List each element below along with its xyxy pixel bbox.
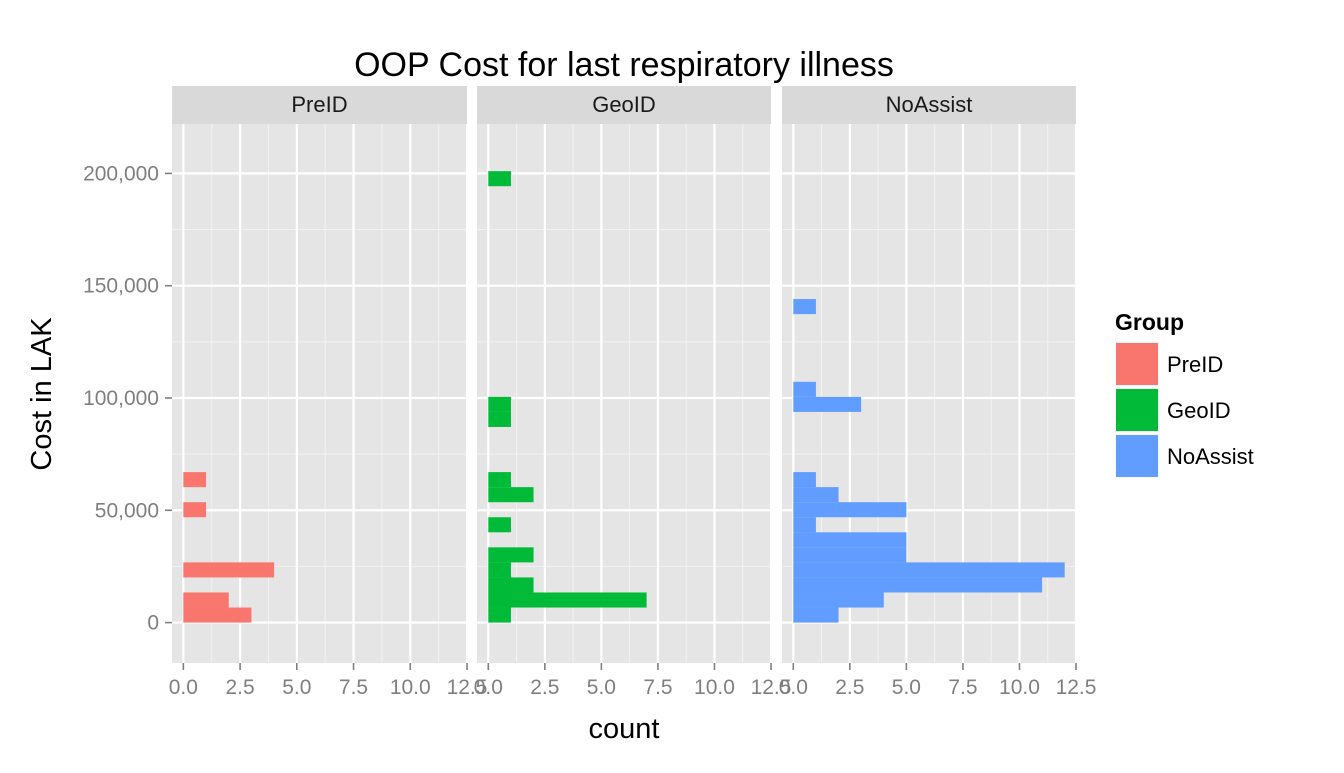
bar-noassist — [793, 487, 839, 503]
y-axis-title: Cost in LAK — [26, 317, 58, 471]
facet-strip-preid — [172, 86, 467, 124]
x-tick-label: 12.5 — [751, 676, 792, 699]
bar-geoid — [488, 472, 511, 488]
facet-label-noassist: NoAssist — [886, 92, 973, 117]
bar-noassist — [793, 562, 1065, 578]
bar-noassist — [793, 517, 816, 533]
bar-geoid — [488, 396, 511, 412]
x-tick-label: 10.0 — [999, 676, 1040, 699]
panel-background-preid — [172, 124, 467, 663]
x-tick-label: 12.5 — [1056, 676, 1097, 699]
legend-label-noassist: NoAssist — [1167, 444, 1254, 469]
bar-geoid — [488, 411, 511, 427]
x-tick-label: 5.0 — [282, 676, 311, 699]
x-tick-label: 5.0 — [587, 676, 616, 699]
bar-noassist — [793, 396, 862, 412]
bar-noassist — [793, 299, 816, 315]
bar-preid — [183, 562, 275, 578]
legend-label-preid: PreID — [1167, 352, 1223, 377]
bar-geoid — [488, 607, 511, 623]
x-tick-label: 7.5 — [339, 676, 368, 699]
bar-noassist — [793, 577, 1043, 593]
bar-noassist — [793, 532, 907, 548]
y-tick-label: 50,000 — [95, 499, 159, 522]
bar-preid — [183, 502, 207, 518]
bar-preid — [183, 472, 207, 488]
x-tick-label: 10.0 — [694, 676, 735, 699]
y-tick-label: 150,000 — [83, 275, 159, 298]
x-tick-label: 5.0 — [892, 676, 921, 699]
facet-strip-geoid — [477, 86, 771, 124]
bar-noassist — [793, 502, 907, 518]
panel-background-geoid — [477, 124, 771, 663]
facet-label-geoid: GeoID — [592, 92, 656, 117]
facet-strip-noassist — [782, 86, 1076, 124]
legend-title: Group — [1115, 309, 1184, 335]
x-tick-label: 2.5 — [530, 676, 559, 699]
x-tick-label: 0.0 — [169, 676, 198, 699]
legend-label-geoid: GeoID — [1167, 398, 1231, 423]
bar-geoid — [488, 487, 534, 503]
facet-label-preid: PreID — [291, 92, 347, 117]
x-tick-label: 7.5 — [948, 676, 977, 699]
bar-noassist — [793, 592, 884, 608]
x-tick-label: 7.5 — [643, 676, 672, 699]
bar-geoid — [488, 592, 647, 608]
x-tick-label: 2.5 — [225, 676, 254, 699]
bar-noassist — [793, 547, 907, 563]
x-axis-title: count — [589, 713, 660, 745]
bar-preid — [183, 607, 252, 623]
x-tick-label: 0.0 — [474, 676, 503, 699]
bar-geoid — [488, 547, 534, 563]
legend-swatch-geoid — [1116, 389, 1158, 431]
bar-geoid — [488, 171, 511, 187]
bar-noassist — [793, 607, 839, 623]
x-tick-label: 2.5 — [835, 676, 864, 699]
bar-geoid — [488, 577, 534, 593]
legend-swatch-noassist — [1116, 435, 1158, 477]
bar-noassist — [793, 381, 816, 397]
y-tick-label: 100,000 — [83, 387, 159, 410]
bar-geoid — [488, 517, 511, 533]
bar-noassist — [793, 472, 816, 488]
x-tick-label: 0.0 — [779, 676, 808, 699]
bar-preid — [183, 592, 229, 608]
y-tick-label: 0 — [147, 612, 159, 635]
legend-swatch-preid — [1116, 343, 1158, 385]
x-tick-label: 10.0 — [390, 676, 431, 699]
y-tick-label: 200,000 — [83, 162, 159, 185]
chart-title: OOP Cost for last respiratory illness — [354, 46, 894, 84]
bar-geoid — [488, 562, 511, 578]
x-tick-label: 12.5 — [447, 676, 488, 699]
